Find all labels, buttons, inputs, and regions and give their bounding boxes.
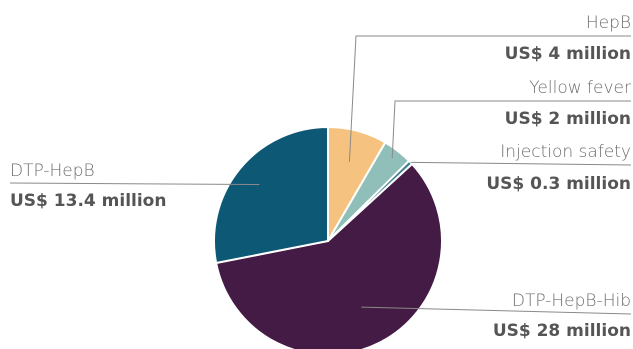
leader-line-yellow-fever bbox=[391, 100, 631, 159]
label-dtp-hepb-hib-value: US$ 28 million bbox=[493, 321, 631, 341]
pie-slices bbox=[213, 125, 443, 349]
leader-line-dtp-hepb-hib bbox=[361, 306, 632, 315]
pie-slice-dtp-hepb bbox=[213, 125, 329, 265]
label-injection-safety-name: Injection safety bbox=[500, 142, 631, 162]
label-yellow-fever-name: Yellow fever bbox=[529, 78, 631, 98]
leader-line-hepb bbox=[348, 35, 631, 162]
pie-slice-dtp-hepb-hib bbox=[214, 162, 443, 349]
label-dtp-hepb-name: DTP-HepB bbox=[10, 161, 95, 181]
label-hepb-value: US$ 4 million bbox=[505, 44, 631, 64]
label-yellow-fever-value: US$ 2 million bbox=[505, 109, 631, 129]
label-injection-safety-value: US$ 0.3 million bbox=[486, 174, 631, 194]
label-dtp-hepb-hib-name: DTP-HepB-Hib bbox=[512, 291, 631, 311]
leader-line-injection-safety bbox=[410, 161, 632, 166]
leader-lines bbox=[9, 35, 632, 315]
label-dtp-hepb-value: US$ 13.4 million bbox=[10, 191, 166, 211]
leader-line-dtp-hepb bbox=[9, 182, 260, 185]
label-hepb-name: HepB bbox=[586, 13, 631, 33]
